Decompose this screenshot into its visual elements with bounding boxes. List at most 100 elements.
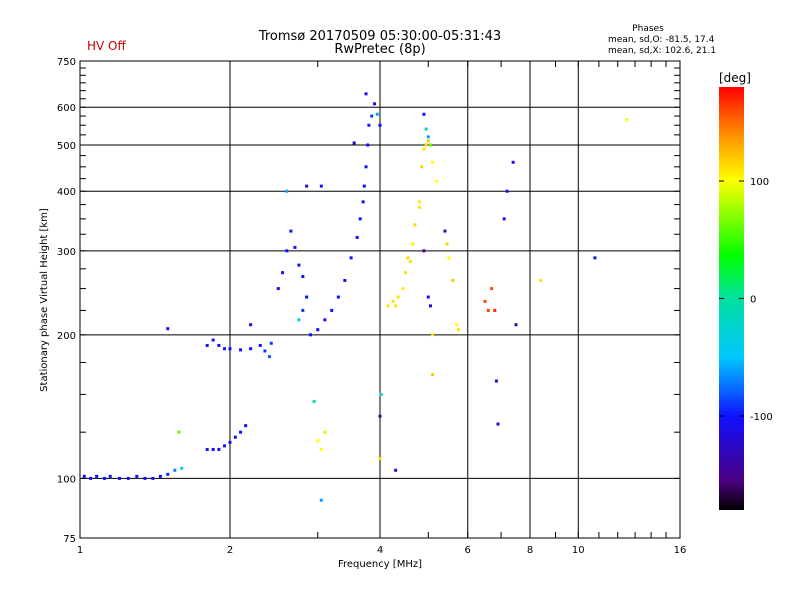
data-point [447,256,451,260]
data-point [263,349,267,353]
data-point [422,112,426,116]
data-point [422,147,426,151]
data-point [305,184,309,188]
data-point [431,160,435,164]
data-point [486,308,490,312]
x-tick-label: 10 [572,545,585,556]
data-point [244,424,248,428]
data-point [316,328,320,332]
data-point [593,256,597,260]
x-tick-label: 16 [674,545,687,556]
y-axis-label: Stationary phase Virtual Height [km] [39,208,50,392]
data-point [625,118,629,122]
data-point [431,373,435,377]
data-point [103,476,107,480]
data-point [135,474,139,478]
data-point [117,476,121,480]
data-point [408,259,412,263]
data-point [358,217,362,221]
data-point [496,422,500,426]
data-point [267,355,271,359]
data-point [426,135,430,139]
data-point [373,102,377,106]
data-point [301,275,305,279]
data-point [228,440,232,444]
data-point [281,271,285,275]
y-tick-label: 600 [57,103,76,114]
chart-subtitle: RwPretec (8p) [334,42,425,57]
data-point [323,430,327,434]
x-tick-label: 6 [465,545,471,556]
data-point [239,430,243,434]
data-point [422,249,426,253]
data-points [82,92,629,502]
data-point [394,304,398,308]
x-tick-label: 2 [227,545,233,556]
hv-status: HV Off [87,39,126,53]
data-point [95,474,99,478]
data-point [493,308,497,312]
data-point [211,338,215,342]
data-point [126,476,130,480]
y-tick-label: 750 [57,57,76,68]
phases-x-stats: mean, sd,X: 102.6, 21.1 [608,46,716,56]
data-point [293,245,297,249]
data-point [223,347,227,351]
data-point [285,189,289,193]
y-tick-label: 75 [63,534,76,545]
x-tick-label: 1 [77,545,83,556]
y-tick-label: 400 [57,187,76,198]
data-point [364,165,368,169]
data-point [323,318,327,322]
data-point [394,468,398,472]
data-point [173,468,177,472]
data-point [336,295,340,299]
data-point [417,205,421,209]
data-point [316,439,320,443]
data-point [426,295,430,299]
data-point [223,444,227,448]
phases-o-stats: mean, sd,O: -81.5, 17.4 [608,35,715,45]
data-point [249,347,253,351]
data-point [514,323,518,327]
data-point [297,318,301,322]
data-point [308,333,312,337]
data-point [289,229,293,233]
data-point [269,341,273,345]
data-point [158,474,162,478]
data-point [451,278,455,282]
data-point [378,414,382,418]
data-point [457,328,461,332]
colorbar-ticks: 100 0 -100 [719,177,773,423]
data-point [166,327,170,331]
data-point [445,242,449,246]
data-point [301,308,305,312]
data-point [349,256,353,260]
data-point [511,160,515,164]
colorbar-tick-label: -100 [750,412,773,423]
data-point [89,476,93,480]
data-point [428,304,432,308]
data-point [455,323,459,327]
data-point [330,308,334,312]
data-point [82,474,86,478]
data-point [505,189,509,193]
y-tick-label: 500 [57,141,76,152]
minor-ticks [79,60,681,539]
data-point [379,392,383,396]
data-point [375,112,379,116]
data-point [319,498,323,502]
data-point [403,271,407,275]
data-point [483,299,487,303]
grid-lines [80,61,680,538]
data-point [426,139,430,143]
data-point [406,256,410,260]
data-point [285,249,289,253]
data-point [502,217,506,221]
data-point [180,466,184,470]
x-tick-label: 4 [377,545,383,556]
x-tick-labels: 1 2 4 6 8 10 16 [77,545,687,556]
colorbar-label: [deg] [719,71,751,85]
data-point [435,179,439,183]
